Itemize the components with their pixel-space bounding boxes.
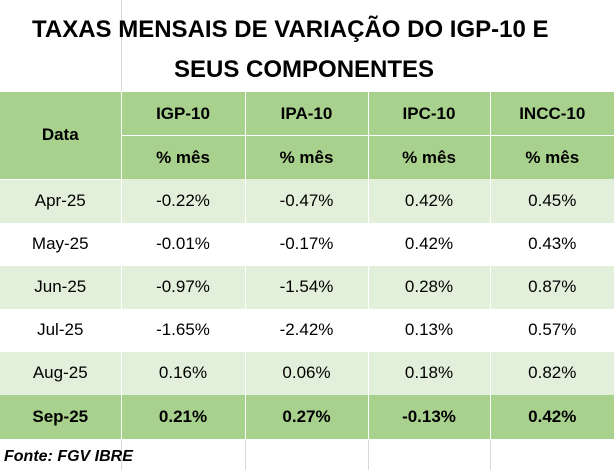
cell-incc10: 0.42%	[490, 394, 614, 439]
cell-igp10: 0.16%	[121, 351, 246, 395]
unit-igp10: % mês	[121, 135, 246, 179]
cell-ipc10: 0.28%	[368, 265, 491, 309]
unit-incc10: % mês	[490, 135, 614, 179]
title-line-2: SEUS COMPONENTES	[174, 56, 435, 83]
cell-ipa10: -0.17%	[245, 222, 369, 266]
row-date: Sep-25	[0, 394, 122, 439]
header-incc10: INCC-10	[490, 92, 614, 136]
page-title: TAXAS MENSAIS DE VARIAÇÃO DO IGP-10 E SE…	[0, 4, 614, 92]
row-date: Apr-25	[0, 179, 122, 223]
header-ipc10: IPC-10	[368, 92, 491, 136]
gridline	[490, 440, 491, 470]
cell-ipc10: 0.13%	[368, 308, 491, 352]
cell-ipa10: 0.06%	[245, 351, 369, 395]
title-line-1: TAXAS MENSAIS DE VARIAÇÃO DO IGP-10 E	[32, 16, 549, 43]
cell-ipa10: 0.27%	[245, 394, 369, 439]
unit-ipc10: % mês	[368, 135, 491, 179]
header-igp10: IGP-10	[121, 92, 246, 136]
cell-ipc10: 0.18%	[368, 351, 491, 395]
gridline	[368, 440, 369, 470]
row-date: Jul-25	[0, 308, 122, 352]
row-date: Aug-25	[0, 351, 122, 395]
header-ipa10: IPA-10	[245, 92, 369, 136]
cell-igp10: -0.22%	[121, 179, 246, 223]
cell-ipc10: 0.42%	[368, 222, 491, 266]
cell-ipc10: -0.13%	[368, 394, 491, 439]
cell-incc10: 0.43%	[490, 222, 614, 266]
gridline	[245, 440, 246, 470]
cell-igp10: -0.97%	[121, 265, 246, 309]
header-date: Data	[0, 92, 122, 180]
table-row-highlight: Sep-25 0.21% 0.27% -0.13% 0.42%	[0, 394, 614, 439]
table-row: Aug-25 0.16% 0.06% 0.18% 0.82%	[0, 351, 614, 395]
cell-igp10: 0.21%	[121, 394, 246, 439]
gridline	[121, 440, 122, 470]
cell-igp10: -0.01%	[121, 222, 246, 266]
row-date: May-25	[0, 222, 122, 266]
cell-incc10: 0.57%	[490, 308, 614, 352]
cell-ipa10: -1.54%	[245, 265, 369, 309]
table-row: May-25 -0.01% -0.17% 0.42% 0.43%	[0, 222, 614, 266]
table-row: Jul-25 -1.65% -2.42% 0.13% 0.57%	[0, 308, 614, 352]
cell-ipa10: -0.47%	[245, 179, 369, 223]
cell-incc10: 0.87%	[490, 265, 614, 309]
row-date: Jun-25	[0, 265, 122, 309]
cell-ipa10: -2.42%	[245, 308, 369, 352]
gridline	[121, 0, 122, 92]
table-row: Jun-25 -0.97% -1.54% 0.28% 0.87%	[0, 265, 614, 309]
unit-ipa10: % mês	[245, 135, 369, 179]
source-note: Fonte: FGV IBRE	[4, 448, 133, 465]
table-row: Apr-25 -0.22% -0.47% 0.42% 0.45%	[0, 179, 614, 223]
cell-incc10: 0.45%	[490, 179, 614, 223]
cell-ipc10: 0.42%	[368, 179, 491, 223]
cell-incc10: 0.82%	[490, 351, 614, 395]
igp-table: Data IGP-10 IPA-10 IPC-10 INCC-10 % mês …	[0, 92, 614, 439]
cell-igp10: -1.65%	[121, 308, 246, 352]
